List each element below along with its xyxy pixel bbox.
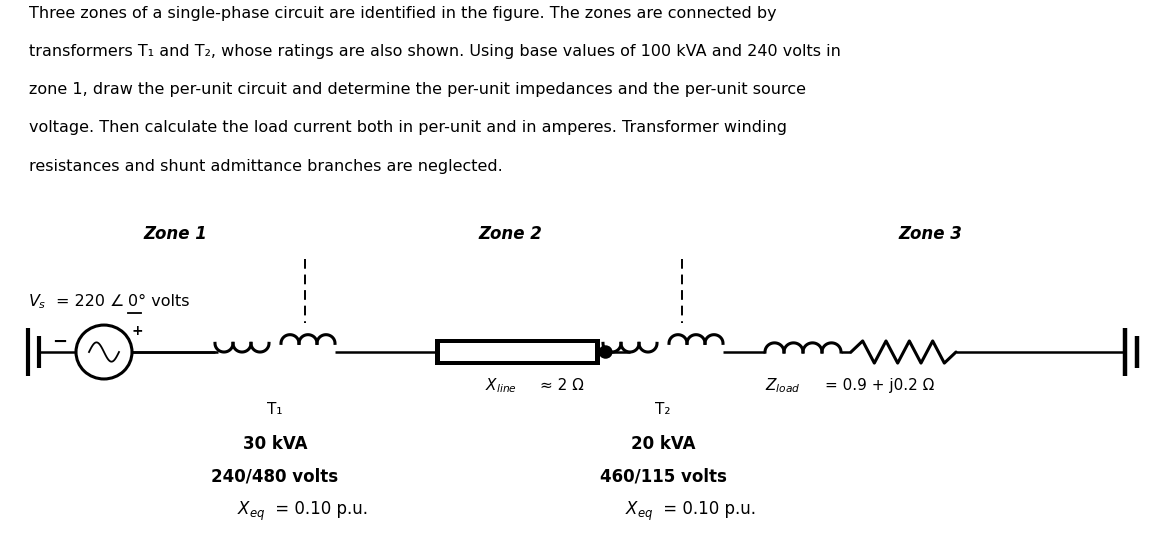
Text: −: − xyxy=(53,333,68,352)
Text: voltage. Then calculate the load current both in per-unit and in amperes. Transf: voltage. Then calculate the load current… xyxy=(29,120,788,135)
Text: 30 kVA: 30 kVA xyxy=(243,435,307,453)
Bar xyxy=(440,343,595,361)
Text: ∠: ∠ xyxy=(110,295,124,310)
Text: $Z_{load}$: $Z_{load}$ xyxy=(765,376,800,395)
Text: T₂: T₂ xyxy=(655,402,670,417)
Text: = 0.10 p.u.: = 0.10 p.u. xyxy=(270,500,368,518)
Text: = 0.10 p.u.: = 0.10 p.u. xyxy=(657,500,756,518)
Text: $X_{line}$: $X_{line}$ xyxy=(485,376,517,395)
Bar xyxy=(435,339,600,364)
Text: 460/115 volts: 460/115 volts xyxy=(600,467,727,486)
Text: +: + xyxy=(131,324,143,338)
Text: $X_{eq}$: $X_{eq}$ xyxy=(237,500,265,523)
Text: 20 kVA: 20 kVA xyxy=(631,435,695,453)
Text: $X_{eq}$: $X_{eq}$ xyxy=(625,500,653,523)
Text: T₁: T₁ xyxy=(267,402,282,417)
Text: resistances and shunt admittance branches are neglected.: resistances and shunt admittance branche… xyxy=(29,159,503,174)
Text: transformers T₁ and T₂, whose ratings are also shown. Using base values of 100 k: transformers T₁ and T₂, whose ratings ar… xyxy=(29,44,841,59)
Text: = 220: = 220 xyxy=(56,295,105,310)
Text: Three zones of a single-phase circuit are identified in the figure. The zones ar: Three zones of a single-phase circuit ar… xyxy=(29,6,777,21)
Text: ≈ 2 Ω: ≈ 2 Ω xyxy=(540,378,584,393)
Text: = 0.9 + j0.2 Ω: = 0.9 + j0.2 Ω xyxy=(825,378,934,393)
Text: 0° volts: 0° volts xyxy=(128,295,190,310)
Text: $V_s$: $V_s$ xyxy=(28,292,47,311)
Text: Zone 1: Zone 1 xyxy=(143,225,207,243)
Text: 240/480 volts: 240/480 volts xyxy=(211,467,339,486)
Text: Zone 3: Zone 3 xyxy=(898,225,962,243)
Circle shape xyxy=(599,345,613,359)
Text: zone 1, draw the per-unit circuit and determine the per-unit impedances and the : zone 1, draw the per-unit circuit and de… xyxy=(29,82,806,97)
Text: Zone 2: Zone 2 xyxy=(478,225,541,243)
